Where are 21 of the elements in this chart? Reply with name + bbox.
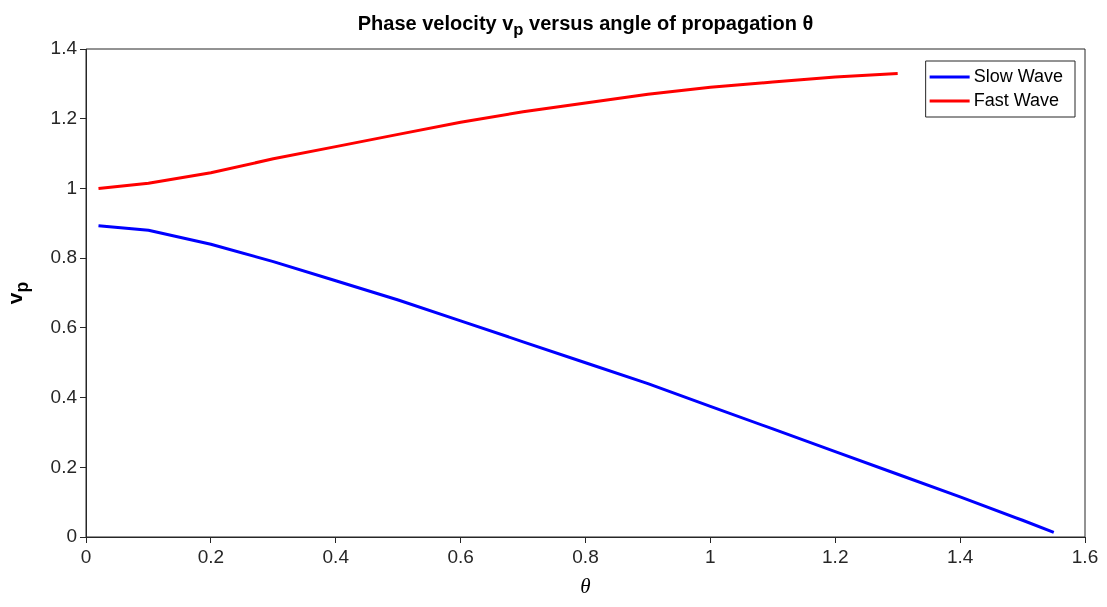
y-tick-label: 0.8 [50, 246, 77, 268]
x-tick-label: 1.2 [822, 545, 849, 567]
x-tick-label: 1.4 [946, 545, 974, 567]
chart-title: Phase velocity v$_{p}$ versus angle of propagation θ [356, 12, 815, 40]
x-tick-label: 1.6 [1071, 545, 1099, 567]
x-tick-label: 0.8 [572, 545, 599, 567]
x-axis-title: θ [579, 574, 592, 599]
y-tick-label: 1.4 [50, 37, 78, 59]
y-tick-label: 1.2 [50, 106, 77, 128]
legend-label: Fast Wave [973, 89, 1059, 110]
x-tick-label: 0.6 [447, 545, 474, 567]
y-tick-label: 0.4 [50, 385, 78, 407]
y-tick-label: 0 [66, 525, 77, 547]
legend-label: Slow Wave [973, 65, 1063, 86]
x-tick-label: 0.2 [197, 545, 225, 567]
y-tick-label: 1 [66, 176, 77, 198]
x-tick-label: 0 [80, 545, 92, 567]
x-tick-label: 0.4 [322, 545, 350, 567]
x-tick-label: 1 [705, 545, 716, 567]
y-tick-label: 0.6 [50, 316, 77, 338]
y-tick-label: 0.2 [50, 455, 77, 477]
